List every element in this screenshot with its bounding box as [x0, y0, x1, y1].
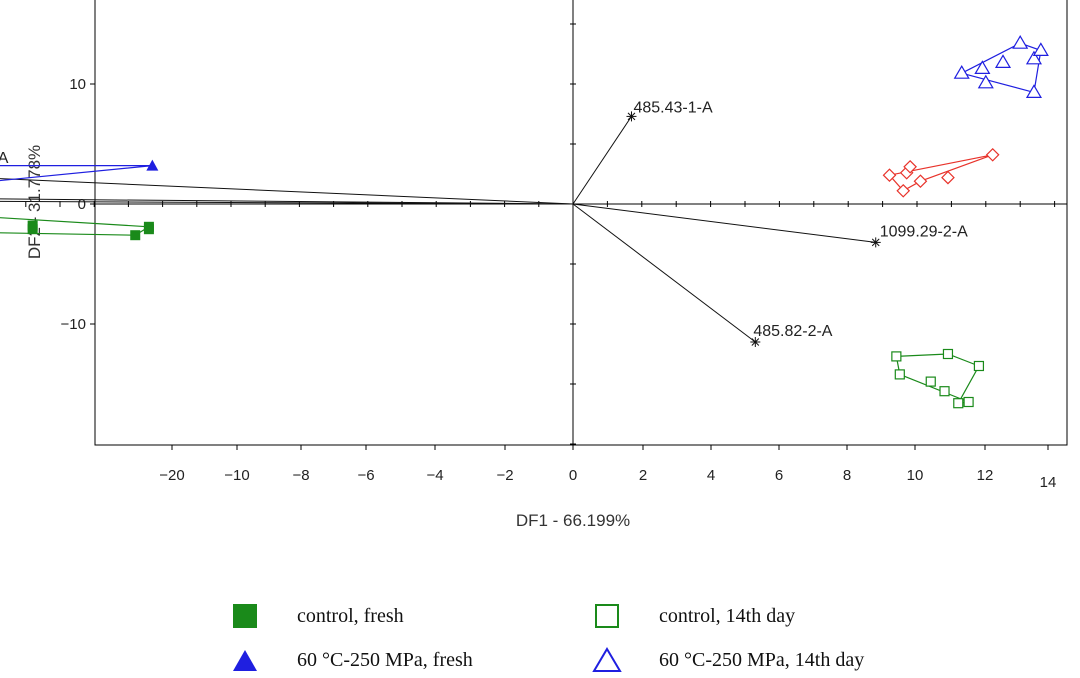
data-point [977, 74, 994, 89]
data-point [939, 386, 950, 397]
data-point [994, 54, 1012, 69]
loading-vector [0, 178, 574, 205]
group-hull [895, 353, 980, 404]
data-point [891, 351, 902, 362]
x-tick-label: 14 [1040, 474, 1057, 491]
loading-vector [572, 116, 632, 205]
data-point [941, 170, 955, 185]
data-point [973, 360, 985, 372]
y-tick-label: 0 [78, 196, 86, 213]
x-tick-label: 2 [639, 467, 647, 484]
legend-label: control, fresh [297, 604, 404, 627]
loading-vector-endpoint [750, 337, 761, 347]
data-point [925, 376, 936, 387]
legend-item-control-14th-day: control, 14th day [587, 598, 795, 634]
data-point [913, 174, 928, 189]
data-point [942, 348, 954, 360]
legend-item-hp-fresh: 60 °C-250 MPa, fresh [225, 642, 473, 678]
x-tick-label: −10 [224, 467, 249, 484]
loading-vector-label: 485.43-1-A [633, 99, 712, 116]
legend-marker-square-open [587, 598, 627, 634]
legend-marker-square-filled [225, 598, 265, 634]
loading-vector-endpoint [626, 111, 637, 122]
y-tick-label: −10 [61, 316, 86, 333]
data-point [143, 221, 154, 232]
data-point [896, 183, 911, 198]
loading-vector [572, 203, 756, 343]
x-tick-label: −2 [496, 467, 513, 484]
data-point [1032, 42, 1049, 57]
loading-vector [0, 198, 574, 205]
x-tick-label: 4 [707, 467, 715, 484]
data-point [1025, 50, 1043, 65]
data-point [882, 168, 897, 183]
data-point [974, 60, 991, 75]
loading-vector-label: 524.19-2-A [0, 150, 9, 167]
legend-label: 60 °C-250 MPa, fresh [297, 648, 473, 671]
x-tick-label: 0 [569, 467, 577, 484]
data-point [953, 398, 964, 409]
data-point [1025, 84, 1043, 99]
x-tick-label: −6 [357, 467, 374, 484]
loading-vector [572, 203, 876, 243]
x-tick-label: −20 [159, 467, 184, 484]
legend-marker-triangle-open [587, 642, 627, 678]
x-tick-label: 12 [977, 467, 994, 484]
x-tick-label: −4 [426, 467, 443, 484]
loading-vector-label: 1099.29-2-A [880, 223, 968, 240]
legend-label: control, 14th day [659, 604, 796, 627]
legend-item-control-fresh: control, fresh [225, 598, 404, 634]
legend-marker-triangle-filled [225, 642, 265, 678]
x-tick-label: 6 [775, 467, 783, 484]
group-hull [0, 165, 153, 182]
data-point [146, 159, 159, 171]
loading-vector-label: 485.82-2-A [753, 323, 832, 340]
plot-frame [94, 0, 1068, 446]
y-tick-label: 10 [69, 76, 86, 93]
x-tick-label: 10 [907, 467, 924, 484]
x-axis-title: DF1 - 66.199% [516, 511, 630, 530]
data-point [1012, 35, 1029, 49]
x-tick-label: 8 [843, 467, 851, 484]
data-point [953, 65, 970, 79]
legend-label: 60 °C-250 MPa, 14th day [659, 648, 865, 671]
x-tick-label: −8 [292, 467, 309, 484]
data-point [27, 224, 38, 235]
loading-vector-endpoint [870, 237, 881, 248]
data-point [903, 159, 917, 174]
data-point [985, 147, 1000, 162]
legend-item-hp-14th-day: 60 °C-250 MPa, 14th day [587, 642, 864, 678]
group-hull [0, 217, 151, 236]
loading-vector [0, 200, 574, 205]
data-point [130, 230, 141, 241]
data-point [894, 369, 905, 380]
data-point [963, 396, 974, 408]
